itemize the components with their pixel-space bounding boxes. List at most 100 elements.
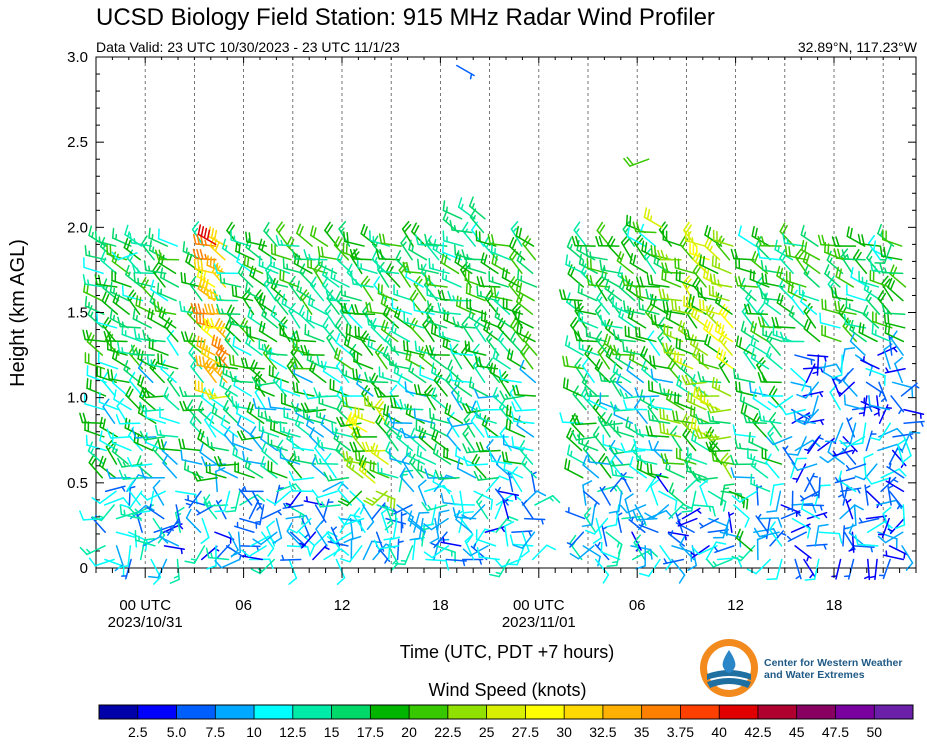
wind-barb-feather	[566, 292, 571, 303]
wind-barb-feather	[397, 540, 404, 544]
wind-barb-feather	[806, 321, 812, 332]
wind-barb-staff	[145, 416, 167, 424]
wind-barb-feather	[126, 366, 130, 373]
wind-barb-feather	[761, 272, 765, 284]
wind-barb-feather	[751, 437, 754, 445]
wind-barb	[746, 558, 771, 575]
wind-barb	[179, 400, 205, 412]
wind-barb-feather	[499, 425, 508, 435]
wind-barb-feather	[206, 288, 210, 299]
wind-barb-feather	[252, 398, 257, 409]
wind-barb-feather	[246, 401, 251, 413]
wind-barb	[658, 490, 678, 511]
wind-barb-feather	[421, 501, 429, 512]
wind-barb	[371, 250, 388, 275]
wind-barb-feather	[320, 246, 324, 258]
wind-barb-feather	[163, 273, 166, 280]
wind-barb-staff	[223, 434, 238, 452]
wind-barb-staff	[157, 237, 178, 247]
wind-barb-feather	[122, 461, 127, 468]
wind-barb	[442, 230, 464, 247]
wind-barb-staff	[83, 266, 104, 275]
wind-barb-staff	[309, 435, 325, 452]
wind-barb-feather	[130, 344, 136, 356]
wind-barb-feather	[156, 282, 160, 294]
wind-barb-feather	[565, 254, 569, 266]
wind-barb-feather	[99, 430, 103, 442]
wind-barb	[840, 347, 856, 370]
wind-barb-feather	[702, 299, 705, 311]
wind-barb	[337, 490, 363, 507]
wind-barb-staff	[349, 490, 366, 506]
wind-barb-feather	[345, 323, 348, 335]
wind-barb-feather	[182, 400, 188, 412]
wind-barb	[282, 502, 304, 510]
wind-barb-feather	[641, 240, 645, 252]
wind-barb-feather	[854, 504, 864, 511]
wind-barb-feather	[346, 263, 353, 274]
wind-barb	[147, 558, 168, 579]
wind-barb-feather	[326, 535, 336, 544]
wind-barb-staff	[624, 498, 632, 520]
wind-barb	[421, 501, 448, 512]
wind-barb-feather	[388, 354, 391, 366]
wind-barb-feather	[408, 350, 412, 362]
wind-barb	[429, 517, 440, 544]
wind-barb	[308, 294, 327, 315]
wind-barb	[385, 263, 401, 288]
wind-barb-feather	[738, 442, 742, 450]
wind-barb-feather	[111, 348, 116, 359]
wind-barb	[268, 348, 288, 370]
wind-barb-feather	[87, 279, 90, 286]
wind-barb-feather	[352, 441, 358, 453]
wind-barb-feather	[324, 324, 329, 330]
wind-barb-feather	[424, 468, 430, 479]
wind-barb-feather	[197, 400, 203, 411]
wind-barb-feather	[195, 509, 201, 515]
wind-barb	[215, 355, 239, 370]
wind-barb-feather	[248, 232, 252, 244]
wind-barb-feather	[339, 558, 351, 563]
wind-barb	[794, 545, 812, 562]
wind-barb-feather	[610, 465, 614, 476]
wind-barb	[131, 428, 157, 439]
wind-barb-feather	[567, 341, 571, 348]
wind-barb-feather	[704, 333, 709, 345]
wind-barb-feather	[163, 386, 169, 397]
wind-barb	[364, 371, 389, 384]
wind-barb-staff	[220, 423, 239, 438]
wind-barb-feather	[232, 355, 235, 366]
wind-barb-staff	[613, 413, 633, 424]
wind-barb	[481, 415, 500, 438]
wind-barb-feather	[480, 252, 485, 264]
wind-barb-feather	[315, 520, 323, 530]
wind-barb	[624, 325, 646, 343]
wind-barb-feather	[512, 338, 516, 344]
wind-barb-staff	[159, 416, 180, 424]
wind-barb-feather	[774, 317, 779, 328]
wind-barb-feather	[562, 289, 567, 301]
wind-barb-staff	[626, 369, 644, 384]
wind-barb-feather	[228, 354, 232, 366]
wind-barb-feather	[207, 303, 212, 315]
wind-barb-feather	[757, 372, 762, 383]
wind-barb-feather	[434, 368, 437, 376]
wind-barb-feather	[336, 400, 342, 411]
wind-barb-feather	[246, 256, 250, 268]
wind-barb-feather	[186, 399, 194, 409]
wind-barb-feather	[596, 541, 601, 548]
wind-barb-feather	[735, 335, 740, 347]
wind-barb-feather	[565, 356, 569, 368]
wind-barb	[269, 255, 291, 275]
wind-barb-feather	[351, 464, 355, 471]
wind-barb-feather	[581, 260, 585, 267]
wind-barb	[392, 504, 413, 515]
wind-barb-feather	[581, 523, 593, 528]
wind-barb-staff	[637, 395, 660, 398]
wind-barb	[326, 531, 353, 544]
wind-barb-feather	[638, 298, 641, 310]
wind-barb	[350, 273, 374, 288]
wind-barb	[371, 235, 387, 261]
wind-barb	[200, 517, 210, 545]
wind-barb-feather	[477, 500, 483, 506]
